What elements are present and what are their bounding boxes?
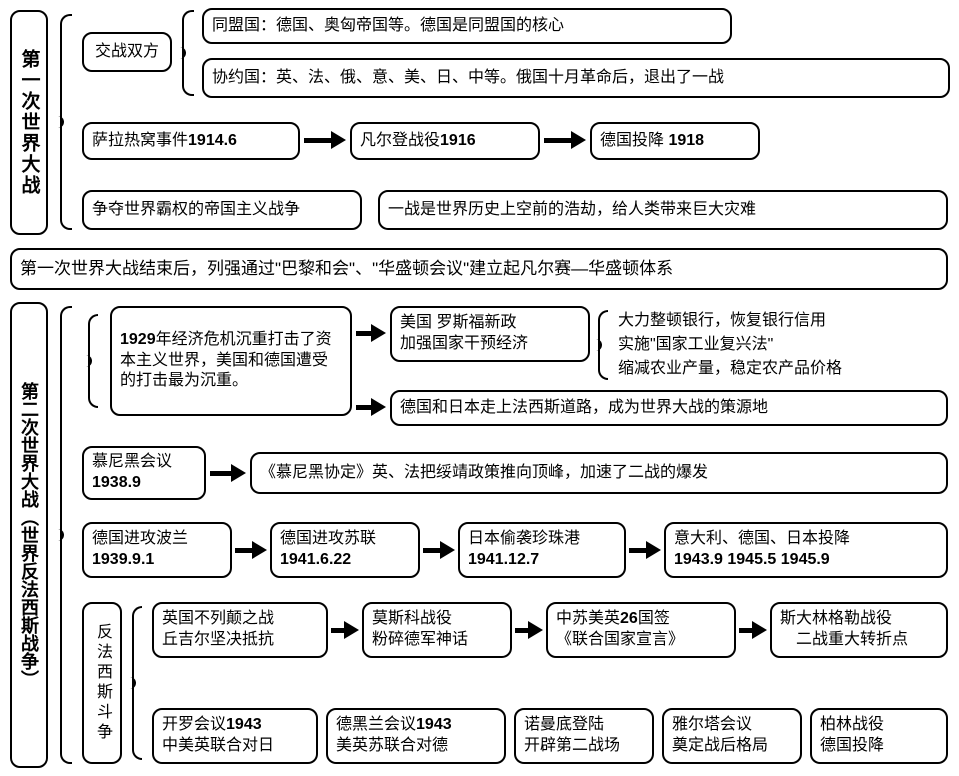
l2: 1941.6.22 [280, 550, 351, 571]
ev-pearl: 日本偷袭珍珠港 1941.12.7 [458, 522, 626, 578]
arrow [629, 541, 661, 559]
l1: 莫斯科战役 [372, 609, 452, 630]
l2: 1943.9 1945.5 1945.9 [674, 550, 830, 571]
label: 1929年经济危机沉重打击了资本主义世界，美国和德国遭受的打击最为沉重。 [120, 330, 342, 392]
ev-poland: 德国进攻波兰 1939.9.1 [82, 522, 232, 578]
munich-pact: 《慕尼黑协定》英、法把绥靖政策推向顶峰，加速了二战的爆发 [250, 452, 948, 494]
l2: 二战重大转折点 [780, 630, 908, 651]
a-moscow: 莫斯科战役 粉碎德军神话 [362, 602, 512, 658]
c-normandy: 诺曼底登陆 开辟第二战场 [514, 708, 654, 764]
label: 德国投降 1918 [600, 131, 704, 152]
ww1-event-surrender: 德国投降 1918 [590, 122, 760, 160]
l1: 德国进攻波兰 [92, 529, 188, 550]
l2: 粉碎德军神话 [372, 630, 468, 651]
ww1-title: 第一次世界大战 [10, 10, 48, 235]
arrow [304, 131, 346, 149]
l2: 1939.9.1 [92, 550, 154, 571]
label: 凡尔登战役1916 [360, 131, 476, 152]
l1: 意大利、德国、日本投降 [674, 529, 850, 550]
ww1-nature: 争夺世界霸权的帝国主义战争 [82, 190, 362, 230]
l2: 1941.12.7 [468, 550, 539, 571]
arrow [210, 464, 246, 482]
crisis-brace [88, 314, 98, 408]
c-cairo: 开罗会议1943 中美英联合对日 [152, 708, 318, 764]
l1: 开罗会议1943 [162, 715, 262, 736]
arrow [544, 131, 586, 149]
l2: 奠定战后格局 [672, 736, 768, 757]
ww1-event-verdun: 凡尔登战役1916 [350, 122, 540, 160]
ev-ussr: 德国进攻苏联 1941.6.22 [270, 522, 420, 578]
l1: 柏林战役 [820, 715, 884, 736]
crisis-1929: 1929年经济危机沉重打击了资本主义世界，美国和德国遭受的打击最为沉重。 [110, 306, 352, 416]
l2: 开辟第二战场 [524, 736, 620, 757]
arrow [423, 541, 455, 559]
ev-surrender: 意大利、德国、日本投降 1943.9 1945.5 1945.9 [664, 522, 948, 578]
label: 萨拉热窝事件1914.6 [92, 131, 237, 152]
central-powers: 同盟国：德国、奥匈帝国等。德国是同盟国的核心 [202, 8, 732, 44]
l2: 美英苏联合对德 [336, 736, 448, 757]
l1: 中苏美英26国签 [556, 609, 670, 630]
l2: 德国投降 [820, 736, 884, 757]
sides-label: 交战双方 [82, 32, 172, 72]
l1: 斯大林格勒战役 [780, 609, 892, 630]
l1: 德黑兰会议1943 [336, 715, 452, 736]
between-wars: 第一次世界大战结束后，列强通过"巴黎和会"、"华盛顿会议"建立起凡尔赛—华盛顿体… [10, 248, 948, 290]
a-britain: 英国不列颠之战 丘吉尔坚决抵抗 [152, 602, 328, 658]
arrow [331, 621, 359, 639]
label: 大力整顿银行，恢复银行信用实施"国家工业复兴法"缩减农业产量，稳定农产品价格 [618, 309, 842, 381]
anti-brace [132, 606, 142, 760]
arrow [515, 621, 543, 639]
us-newdeal: 美国 罗斯福新政 加强国家干预经济 [390, 306, 590, 362]
ww1-event-sarajevo: 萨拉热窝事件1914.6 [82, 122, 300, 160]
line1: 美国 罗斯福新政 [400, 313, 516, 334]
newdeal-detail: 大力整顿银行，恢复银行信用实施"国家工业复兴法"缩减农业产量，稳定农产品价格 [616, 302, 948, 388]
l2: 《联合国家宣言》 [556, 630, 684, 651]
allied-powers: 协约国：英、法、俄、意、美、日、中等。俄国十月革命后，退出了一战 [202, 58, 950, 98]
l1: 德国进攻苏联 [280, 529, 376, 550]
c-yalta: 雅尔塔会议 奠定战后格局 [662, 708, 802, 764]
l2: 中美英联合对日 [162, 736, 274, 757]
l2: 丘吉尔坚决抵抗 [162, 630, 274, 651]
newdeal-brace [598, 310, 608, 380]
a-declaration: 中苏美英26国签 《联合国家宣言》 [546, 602, 736, 658]
ww2-brace [60, 306, 72, 764]
l1: 日本偷袭珍珠港 [468, 529, 580, 550]
antifascist-label: 反法西斯斗争 [82, 602, 122, 764]
l1: 英国不列颠之战 [162, 609, 274, 630]
arrow [356, 398, 386, 416]
line1: 慕尼黑会议 [92, 452, 172, 473]
ww1-brace [60, 14, 72, 230]
line2: 1938.9 [92, 473, 141, 494]
ww2-title: 第二次世界大战（世界反法西斯战争） [10, 302, 48, 768]
fascism-path: 德国和日本走上法西斯道路，成为世界大战的策源地 [390, 390, 948, 426]
arrow [235, 541, 267, 559]
munich-conf: 慕尼黑会议 1938.9 [82, 446, 206, 500]
sides-brace [182, 10, 194, 96]
c-berlin: 柏林战役 德国投降 [810, 708, 948, 764]
c-tehran: 德黑兰会议1943 美英苏联合对德 [326, 708, 506, 764]
l1: 雅尔塔会议 [672, 715, 752, 736]
arrow [739, 621, 767, 639]
arrow [356, 324, 386, 342]
ww1-impact: 一战是世界历史上空前的浩劫，给人类带来巨大灾难 [378, 190, 948, 230]
line2: 加强国家干预经济 [400, 334, 528, 355]
l1: 诺曼底登陆 [524, 715, 604, 736]
a-stalingrad: 斯大林格勒战役 二战重大转折点 [770, 602, 948, 658]
